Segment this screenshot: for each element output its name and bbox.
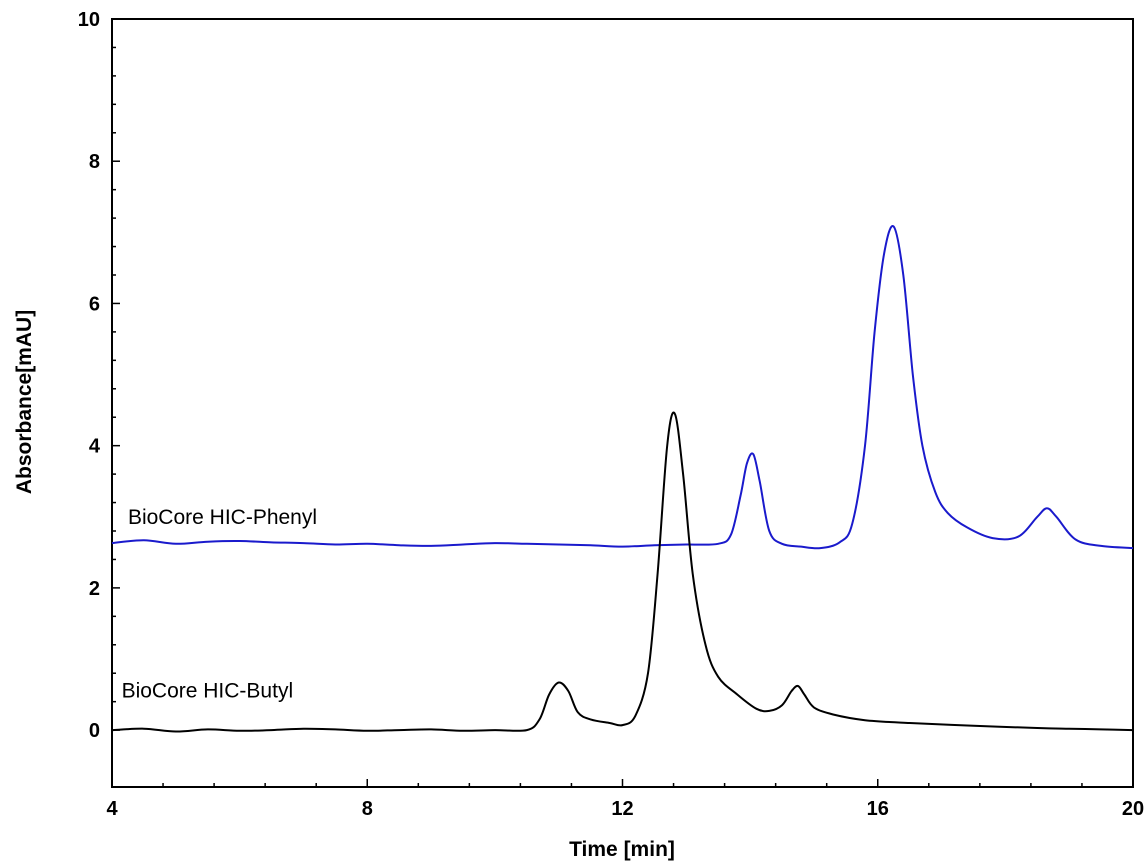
x-tick-label: 20: [1122, 798, 1144, 820]
x-tick-label: 8: [362, 798, 373, 820]
plot-area: [111, 18, 1134, 788]
series-line-biocore-hic-butyl: [111, 411, 1134, 733]
y-tick-label: 4: [89, 436, 101, 458]
x-tick-label: 16: [867, 798, 889, 820]
series-line-biocore-hic-phenyl: [111, 225, 1134, 550]
x-tick-label: 4: [106, 798, 118, 820]
y-tick-label: 8: [89, 151, 100, 173]
y-tick-label: 0: [89, 720, 100, 742]
series-lines: [111, 225, 1134, 733]
axis-ticks: 4 8 12 16 20 0 2 4 6 8 10: [78, 9, 1144, 820]
x-axis-title: Time [min]: [569, 838, 675, 861]
series-label: BioCore HIC-Phenyl: [128, 506, 317, 529]
x-tick-label: 12: [611, 798, 633, 820]
series-label: BioCore HIC-Butyl: [122, 679, 294, 702]
y-tick-label: 10: [78, 9, 100, 31]
series-annotations: BioCore HIC-Phenyl BioCore HIC-Butyl: [122, 506, 317, 703]
y-tick-label: 2: [89, 578, 100, 600]
y-tick-label: 6: [89, 293, 100, 315]
y-axis-title: Absorbance[mAU]: [13, 310, 36, 494]
plot-border: [111, 18, 1134, 788]
